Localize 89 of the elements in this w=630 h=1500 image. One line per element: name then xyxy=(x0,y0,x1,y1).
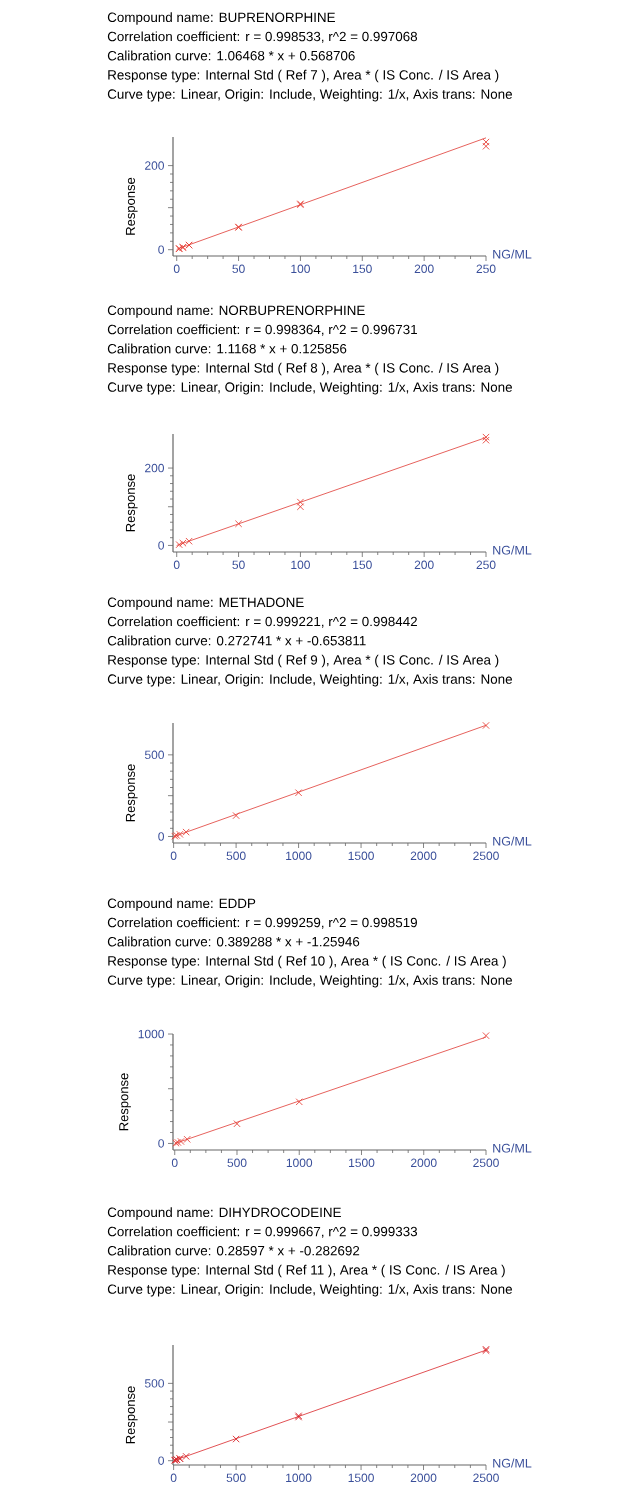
x-tick-label: 500 xyxy=(226,851,246,861)
text: Correlation coefficient: r = 0.999667, r^2 = 0.999333 xyxy=(107,1226,418,1238)
text: Response type: Internal Std ( Ref 10 ), Area * ( IS Conc. / IS Area ) xyxy=(108,955,506,969)
y-tick-label: 1000 xyxy=(138,1029,164,1039)
x-tick-label: 200 xyxy=(414,264,434,274)
y-tick-label: 0 xyxy=(158,1139,164,1148)
y-tick-label: 200 xyxy=(145,463,164,473)
x-tick-label: 1500 xyxy=(348,1473,374,1483)
y-tick-label: 200 xyxy=(145,161,164,170)
text: Response type: Internal Std ( Ref 8 ), Area * ( IS Conc. / IS Area ) xyxy=(108,362,499,376)
y-axis-title: Response xyxy=(125,474,138,532)
y-axis-title: Response xyxy=(125,177,138,235)
x-tick-label: 0 xyxy=(173,264,180,274)
y-tick-label: 0 xyxy=(158,245,164,254)
x-tick-label: 1000 xyxy=(286,1473,312,1483)
chart-title: Compound name: METHADONE xyxy=(107,597,304,610)
text: Curve type: Linear, Origin: Include, Weighting: 1/x, Axis trans: None xyxy=(107,382,512,395)
x-tick-label: 0 xyxy=(173,560,180,570)
x-tick-label: 0 xyxy=(171,1158,178,1168)
text: Response type: Internal Std ( Ref 11 ), Area * ( IS Conc. / IS Area ) xyxy=(108,1264,505,1278)
x-tick-label: 200 xyxy=(414,560,434,570)
x-tick-label: 1500 xyxy=(348,851,374,861)
x-tick-label: 1000 xyxy=(286,1158,313,1168)
point xyxy=(295,1098,303,1106)
x-tick-label: 2500 xyxy=(473,851,499,861)
point xyxy=(232,811,240,820)
y-tick-label: 0 xyxy=(158,1456,164,1465)
x-tick-label: 250 xyxy=(476,560,496,570)
text: Calibration curve: 1.1168 * x + 0.125856 xyxy=(107,343,347,354)
x-axis-title: NG/ML xyxy=(493,545,532,555)
y-axis-title: Response xyxy=(125,764,138,822)
point xyxy=(482,436,490,444)
y-axis-title: Response xyxy=(119,1073,131,1131)
x-tick-label: 50 xyxy=(232,264,245,274)
text: Curve type: Linear, Origin: Include, Weighting: 1/x, Axis trans: None xyxy=(107,975,512,988)
x-axis-title: NG/ML xyxy=(493,836,532,846)
text: Curve type: Linear, Origin: Include, Weighting: 1/x, Axis trans: None xyxy=(107,1284,512,1297)
point xyxy=(482,142,490,150)
text: Curve type: Linear, Origin: Include, Weighting: 1/x, Axis trans: None xyxy=(107,89,512,102)
x-axis-title: NG/ML xyxy=(493,1458,532,1468)
x-tick-label: 50 xyxy=(232,560,245,570)
x-tick-label: 150 xyxy=(353,560,372,570)
point xyxy=(294,789,303,797)
text: Correlation coefficient: r = 0.999221, r^2 = 0.998442 xyxy=(107,616,417,628)
point xyxy=(482,721,490,730)
chart-title: Compound name: DIHYDROCODEINE xyxy=(107,1207,341,1220)
text: Curve type: Linear, Origin: Include, Weighting: 1/x, Axis trans: None xyxy=(107,674,512,687)
x-tick-label: 500 xyxy=(227,1158,247,1168)
point xyxy=(232,1435,240,1443)
point xyxy=(482,433,490,441)
x-tick-label: 2000 xyxy=(410,851,437,861)
point xyxy=(482,1032,490,1040)
x-axis-title: NG/ML xyxy=(493,249,532,259)
y-tick-label: 500 xyxy=(144,1379,164,1388)
x-tick-label: 0 xyxy=(170,851,177,861)
x-tick-label: 2000 xyxy=(411,1158,437,1168)
text: Calibration curve: 0.28597 * x + -0.282692 xyxy=(107,1245,360,1256)
x-tick-label: 1500 xyxy=(349,1158,375,1168)
y-tick-label: 500 xyxy=(144,750,164,760)
point xyxy=(234,520,243,528)
x-tick-label: 0 xyxy=(170,1473,177,1483)
x-tick-label: 2000 xyxy=(410,1473,437,1483)
text: Correlation coefficient: r = 0.998533, r^2 = 0.997068 xyxy=(107,31,418,43)
x-tick-label: 2500 xyxy=(473,1158,499,1168)
y-tick-label: 0 xyxy=(158,541,164,550)
point xyxy=(296,503,305,511)
x-tick-label: 150 xyxy=(353,264,372,274)
x-tick-label: 500 xyxy=(226,1473,246,1483)
x-axis-title: NG/ML xyxy=(493,1143,532,1153)
text: Response type: Internal Std ( Ref 7 ), Area * ( IS Conc. / IS Area ) xyxy=(108,69,499,83)
x-tick-label: 100 xyxy=(291,560,310,570)
x-tick-label: 250 xyxy=(476,264,496,274)
x-tick-label: 100 xyxy=(291,264,310,274)
point xyxy=(296,498,305,506)
x-tick-label: 2500 xyxy=(473,1473,499,1483)
text: Calibration curve: 0.389288 * x + -1.25946 xyxy=(107,936,360,947)
chart-title: Compound name: EDDP xyxy=(107,898,256,911)
text: Response type: Internal Std ( Ref 9 ), Area * ( IS Conc. / IS Area ) xyxy=(108,654,499,668)
point xyxy=(175,541,183,549)
y-axis-title: Response xyxy=(125,1386,138,1444)
text: Calibration curve: 1.06468 * x + 0.568706 xyxy=(107,50,355,61)
chart-title: Compound name: BUPRENORPHINE xyxy=(107,12,335,25)
text: Correlation coefficient: r = 0.999259, r^2 = 0.998519 xyxy=(107,917,417,929)
chart-title: Compound name: NORBUPRENORPHINE xyxy=(107,305,365,318)
text: Correlation coefficient: r = 0.998364, r^2 = 0.996731 xyxy=(107,324,417,336)
point xyxy=(233,1120,241,1128)
text: Calibration curve: 0.272741 * x + -0.653811 xyxy=(107,635,366,646)
y-tick-label: 0 xyxy=(158,832,164,841)
x-tick-label: 1000 xyxy=(286,851,312,861)
